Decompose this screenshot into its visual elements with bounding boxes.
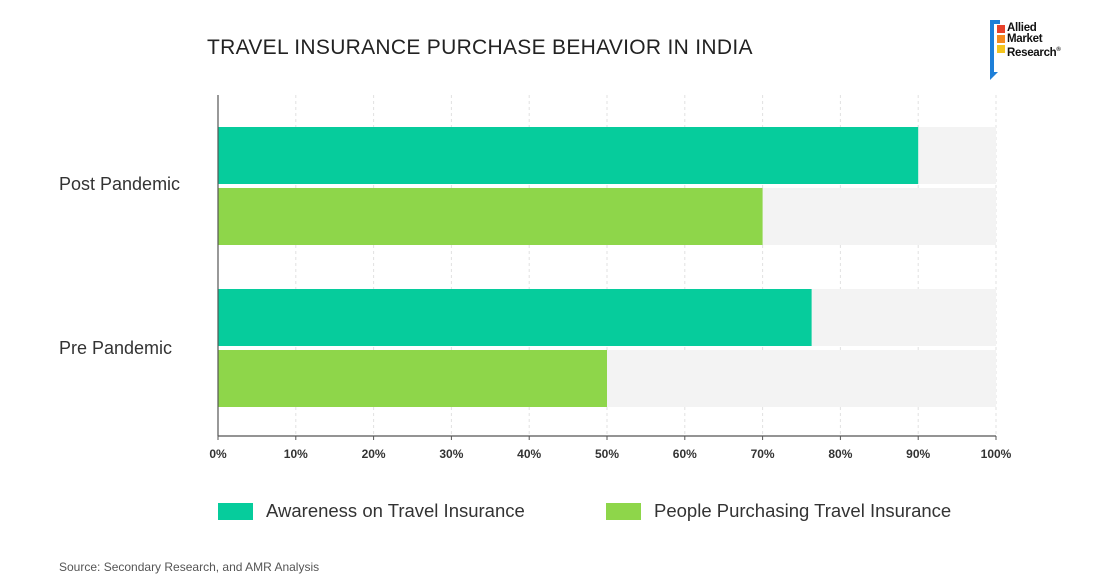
- x-tick-label: 20%: [362, 447, 386, 461]
- legend-swatch-purchasing: [606, 502, 641, 520]
- x-tick-label: 80%: [828, 447, 852, 461]
- x-tick-label: 50%: [595, 447, 619, 461]
- x-tick-label: 0%: [209, 447, 227, 461]
- x-tick-label: 70%: [751, 447, 775, 461]
- legend-item-awareness: Awareness on Travel Insurance: [218, 500, 525, 522]
- bar: [218, 350, 607, 407]
- source-note: Source: Secondary Research, and AMR Anal…: [59, 560, 320, 574]
- logo-squares-icon: [997, 25, 1005, 55]
- x-tick-label: 40%: [517, 447, 541, 461]
- bar: [218, 188, 763, 245]
- logo: Allied Market Research®: [990, 20, 1100, 80]
- x-tick-label: 10%: [284, 447, 308, 461]
- bar: [218, 289, 812, 346]
- legend-label-awareness: Awareness on Travel Insurance: [266, 500, 525, 521]
- x-tick-label: 90%: [906, 447, 930, 461]
- category-label-pre-pandemic: Pre Pandemic: [59, 338, 173, 358]
- chart-title: TRAVEL INSURANCE PURCHASE BEHAVIOR IN IN…: [207, 36, 753, 59]
- bar: [218, 127, 919, 184]
- legend-label-purchasing: People Purchasing Travel Insurance: [654, 500, 952, 521]
- legend-swatch-awareness: [218, 502, 253, 520]
- logo-bracket-icon: [990, 20, 1000, 80]
- logo-text: Allied Market Research®: [1007, 22, 1061, 59]
- x-tick-label: 30%: [439, 447, 463, 461]
- legend-item-purchasing: People Purchasing Travel Insurance: [606, 500, 951, 522]
- x-tick-label: 100%: [981, 447, 1012, 461]
- x-tick-label: 60%: [673, 447, 697, 461]
- category-label-post-pandemic: Post Pandemic: [59, 174, 181, 194]
